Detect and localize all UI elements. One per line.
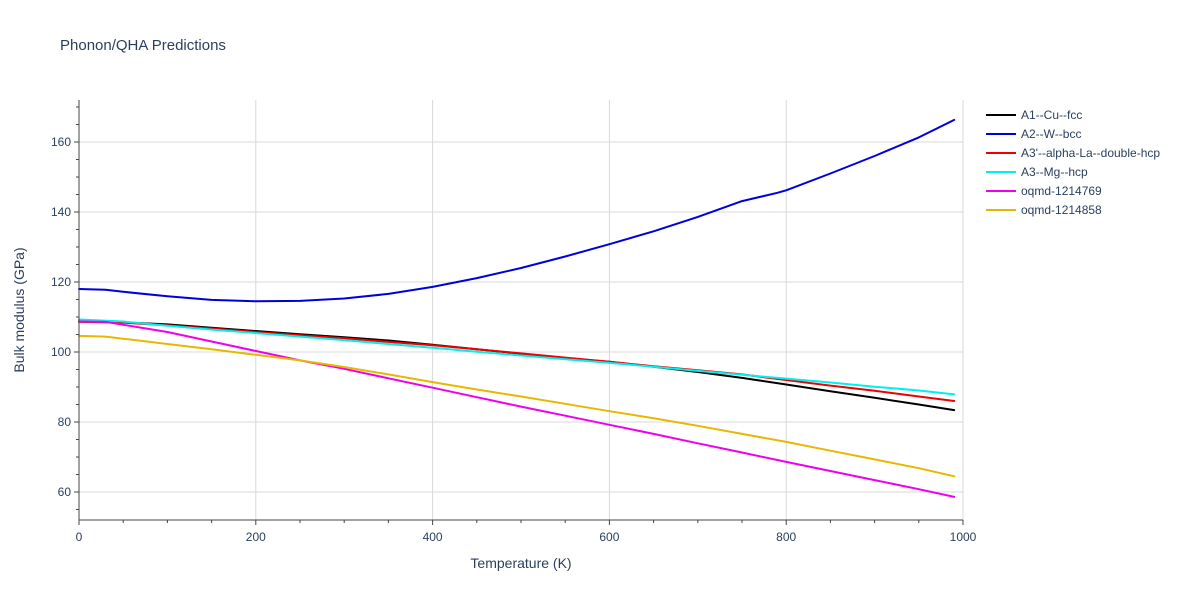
series-line-oqmd-1214769 [78, 320, 956, 498]
y-tick-label: 140 [51, 205, 71, 219]
legend-label: A1--Cu--fcc [1021, 108, 1082, 122]
y-axis-title: Bulk modulus (GPa) [11, 247, 27, 372]
x-axis-title: Temperature (K) [470, 555, 571, 571]
legend-item[interactable]: oqmd-1214858 [986, 203, 1102, 217]
series-line-a3-alpha-la-double-hcp [78, 320, 956, 402]
legend-label: oqmd-1214858 [1021, 203, 1102, 217]
series-line-a2-w-bcc [78, 118, 956, 303]
y-tick-label: 100 [51, 345, 71, 359]
y-tick-label: 80 [58, 415, 72, 429]
plot-area [78, 118, 956, 498]
y-tick-label: 60 [58, 485, 72, 499]
legend-item[interactable]: A3--Mg--hcp [986, 165, 1088, 179]
legend-label: A3'--alpha-La--double-hcp [1021, 146, 1160, 160]
legend[interactable]: A1--Cu--fcc A2--W--bcc A3'--alpha-La--doub… [986, 108, 1160, 217]
y-tick-label: 120 [51, 275, 71, 289]
legend-item[interactable]: oqmd-1214769 [986, 184, 1102, 198]
legend-item[interactable]: A1--Cu--fcc [986, 108, 1082, 122]
x-tick-label: 0 [76, 530, 83, 544]
legend-label: A3--Mg--hcp [1021, 165, 1088, 179]
chart-title: Phonon/QHA Predictions [60, 37, 226, 54]
x-tick-label: 400 [423, 530, 443, 544]
series-line-oqmd-1214858 [78, 334, 956, 478]
x-tick-label: 800 [776, 530, 796, 544]
grid [79, 100, 964, 520]
series-line-a3-mg-hcp [78, 318, 956, 396]
y-tick-label: 160 [51, 135, 71, 149]
legend-label: A2--W--bcc [1021, 127, 1081, 141]
legend-label: oqmd-1214769 [1021, 184, 1102, 198]
legend-item[interactable]: A2--W--bcc [986, 127, 1081, 141]
x-tick-label: 200 [246, 530, 266, 544]
axes: 0 200 400 600 800 1000 60 80 100 120 140 160 [51, 100, 977, 544]
x-tick-label: 1000 [950, 530, 977, 544]
legend-item[interactable]: A3'--alpha-La--double-hcp [986, 146, 1160, 160]
x-tick-label: 600 [599, 530, 619, 544]
